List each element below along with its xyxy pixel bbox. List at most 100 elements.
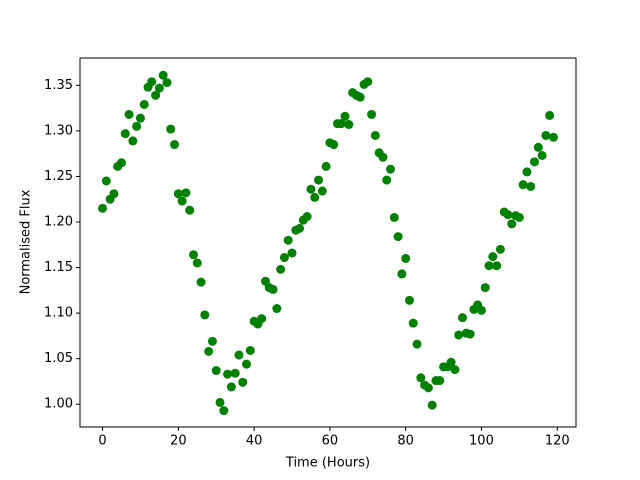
x-tick-label: 20 [170,434,187,449]
x-tick-label: 120 [545,434,570,449]
point [514,212,524,222]
point [230,368,240,378]
point [488,252,498,262]
x-tick-label: 60 [322,434,339,449]
point [162,78,172,88]
point [458,313,468,323]
point [188,250,198,260]
point [98,203,108,213]
point [382,175,392,185]
point [317,186,327,196]
point [295,223,305,233]
point [412,339,422,349]
point [226,382,236,392]
point [480,283,490,293]
point [234,350,244,360]
point [185,205,195,215]
point [522,167,532,177]
point [370,130,380,140]
x-tick-label: 0 [98,434,106,449]
point [135,113,145,123]
point [389,212,399,222]
point [484,261,494,271]
point [116,158,126,168]
point [367,109,377,119]
point [321,161,331,171]
point [408,318,418,328]
point [446,357,456,367]
point [101,176,111,186]
point [219,406,229,416]
point [336,119,346,129]
point [533,142,543,152]
point [329,140,339,150]
point [526,181,536,191]
point [166,124,176,134]
point [211,366,221,376]
x-tick-label: 40 [246,434,263,449]
point [242,359,252,369]
point [340,111,350,121]
point [314,175,324,185]
point [530,157,540,167]
point [507,219,517,229]
y-tick-label: 1.25 [44,169,73,184]
point [427,400,437,410]
point [154,83,164,93]
y-tick-label: 1.05 [44,351,73,366]
point [548,132,558,142]
point [450,365,460,375]
point [245,345,255,355]
point [109,189,119,199]
point [181,188,191,198]
y-tick-label: 1.00 [44,397,73,412]
point [200,310,210,320]
point [128,136,138,146]
point [287,248,297,258]
x-axis-label: Time (Hours) [285,456,370,471]
point [541,130,551,140]
point [537,150,547,160]
point [158,70,168,80]
point [401,253,411,263]
point [238,377,248,387]
point [223,369,233,379]
point [310,192,320,202]
point [416,373,426,383]
point [276,264,286,274]
point [147,77,157,87]
point [302,212,312,222]
point [306,184,316,194]
point [503,210,513,220]
point [279,253,289,263]
point [215,397,225,407]
point [355,92,365,102]
point [344,120,354,130]
y-tick-label: 1.15 [44,260,73,275]
point [204,346,214,356]
point [492,261,502,271]
point [454,330,464,340]
point [272,304,282,314]
point [151,90,161,100]
point [397,269,407,279]
plot-frame [79,57,577,428]
point [124,109,134,119]
point [170,140,180,150]
point [283,235,293,245]
x-tick-label: 80 [397,434,414,449]
y-tick-label: 1.10 [44,306,73,321]
y-tick-label: 1.30 [44,123,73,138]
point [177,196,187,206]
point [268,284,278,294]
point [545,110,555,120]
point [495,244,505,254]
point [435,376,445,386]
point [378,152,388,162]
y-axis-label: Normalised Flux [19,189,34,294]
point [196,277,206,287]
point [257,314,267,324]
point [139,99,149,109]
point [404,295,414,305]
